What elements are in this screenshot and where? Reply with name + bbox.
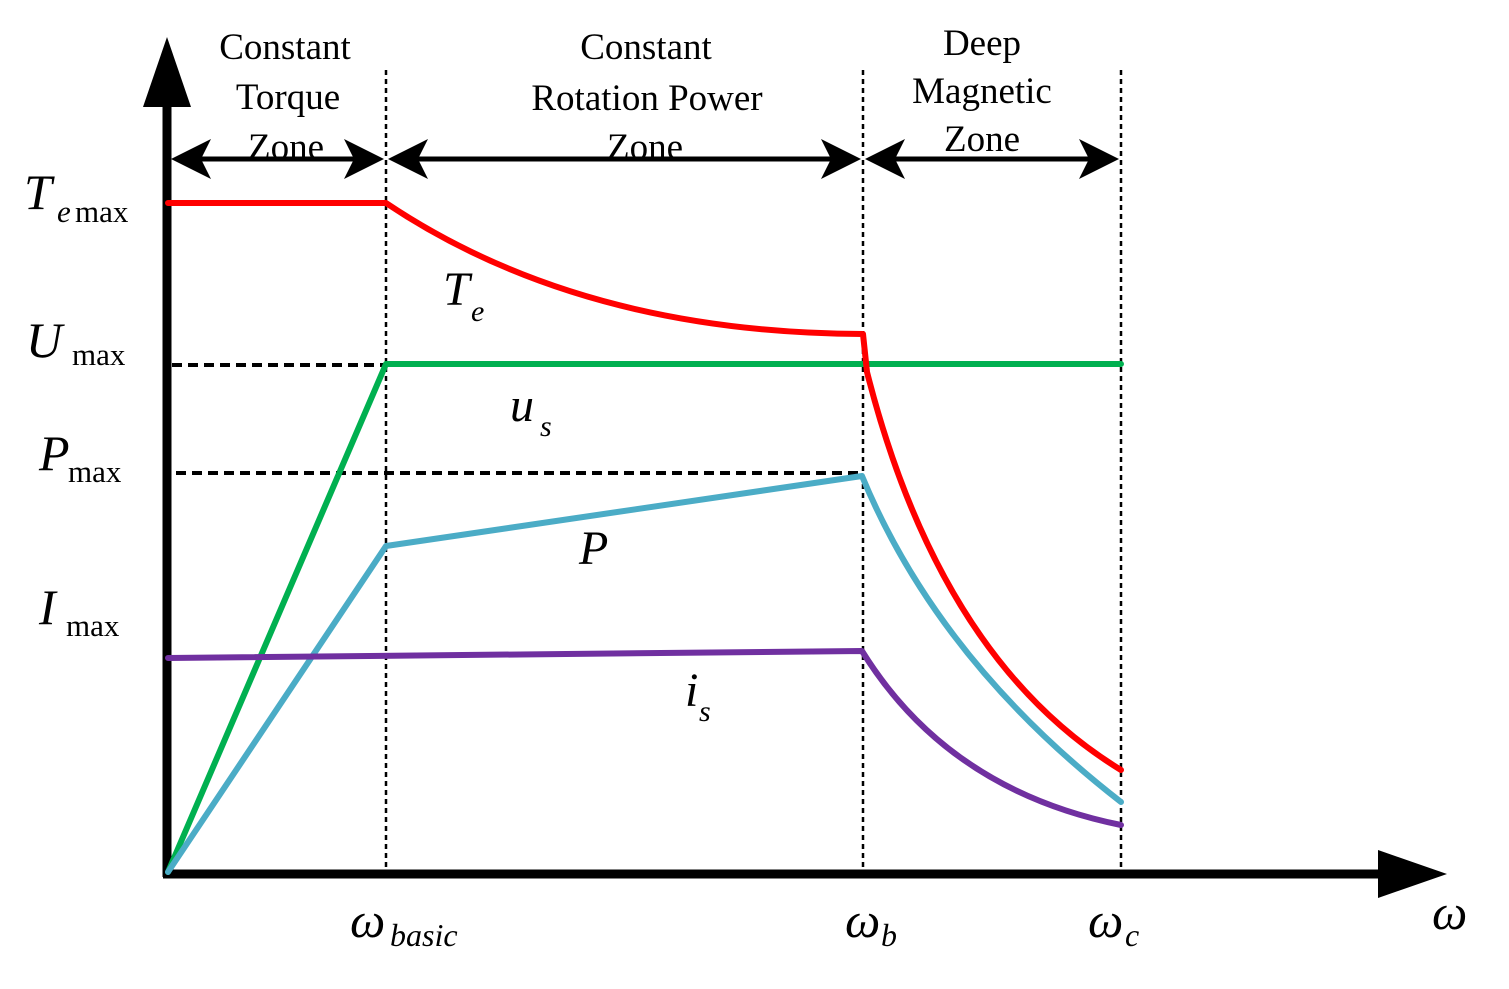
zone-3-line-1: Deep [943,23,1021,64]
svg-text:s: s [540,410,552,443]
te-curve [165,200,1124,773]
zone-1-line-1: Constant [219,27,351,68]
zone-arrow-constant-torque [171,139,384,179]
svg-text:max: max [75,194,129,229]
label-i-max: I max [38,579,120,643]
svg-text:I: I [38,579,58,635]
label-u-max: U max [26,312,126,372]
label-w-c: ω c [1088,892,1139,953]
svg-text:max: max [68,454,122,489]
zone-2-line-2: Rotation Power [531,78,762,119]
svg-text:c: c [1125,917,1139,953]
is-curve [165,648,1124,828]
p-curve [165,473,1124,875]
svg-text:basic: basic [390,917,458,953]
svg-text:ω: ω [1432,884,1467,940]
svg-text:ω: ω [350,892,385,948]
us-curve [165,361,1124,875]
svg-text:u: u [510,379,534,432]
svg-text:P: P [578,522,608,575]
zone-1-line-3: Zone [248,127,324,168]
zone-1-line-2: Torque [236,77,340,118]
zone-arrow-constant-power [388,139,861,179]
svg-text:i: i [685,664,698,717]
svg-text:max: max [72,337,126,372]
svg-text:ω: ω [1088,892,1123,948]
label-w-axis: ω [1432,884,1467,940]
label-us: u s [510,379,552,443]
zone-3-line-2: Magnetic [912,71,1052,112]
svg-text:U: U [26,312,65,368]
svg-text:ω: ω [845,892,880,948]
svg-text:T: T [24,164,55,220]
zone-arrow-deep-magnetic [865,139,1119,179]
svg-text:e: e [471,295,484,328]
svg-text:T: T [443,263,473,316]
y-axis-arrowhead [143,37,191,107]
label-te-max: T e max [24,164,129,229]
label-p: P [578,522,608,575]
zone-3-line-3: Zone [944,119,1020,160]
svg-text:e: e [57,194,71,229]
label-te: T e [443,263,484,328]
zone-2-line-1: Constant [580,27,712,68]
svg-text:P: P [38,425,70,481]
label-w-basic: ω basic [350,892,458,953]
label-is: i s [685,664,711,728]
svg-text:max: max [66,608,120,643]
svg-text:b: b [881,917,897,953]
label-w-b: ω b [845,892,897,953]
x-axis-arrowhead [1378,850,1447,898]
zone-2-line-3: Zone [607,127,683,168]
label-p-max: P max [38,425,122,489]
svg-text:s: s [699,695,711,728]
